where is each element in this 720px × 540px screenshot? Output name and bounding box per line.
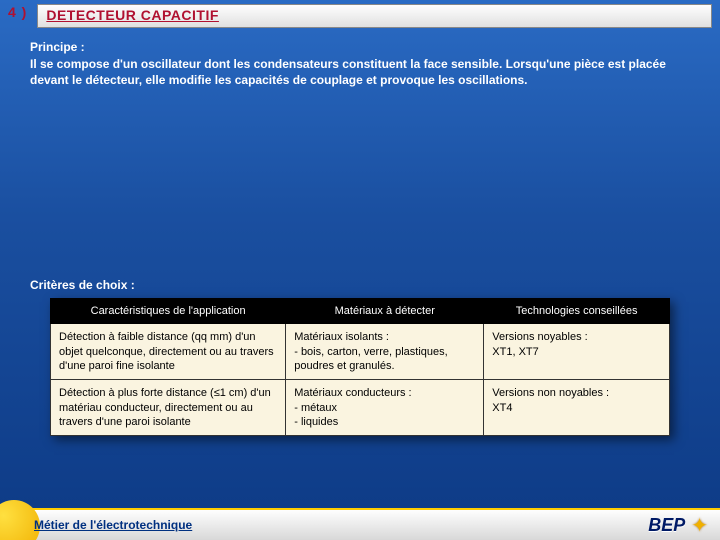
footer-right: BEP ✦ xyxy=(648,513,708,538)
footer: Métier de l'électrotechnique BEP ✦ xyxy=(0,508,720,540)
cell-0-1: Matériaux isolants :- bois, carton, verr… xyxy=(286,324,484,380)
title-bar: DETECTEUR CAPACITIF xyxy=(37,4,712,28)
footer-bep-label: BEP xyxy=(648,515,685,536)
title-row: 4 ) DETECTEUR CAPACITIF xyxy=(0,0,720,28)
criteria-table-wrap: Caractéristiques de l'application Matéri… xyxy=(50,298,670,436)
lightbulb-icon: ✦ xyxy=(691,513,708,538)
title-text: DETECTEUR CAPACITIF xyxy=(46,7,219,23)
table-row: Détection à faible distance (qq mm) d'un… xyxy=(51,324,670,380)
principe-text: Il se compose d'un oscillateur dont les … xyxy=(30,56,690,88)
table-header-row: Caractéristiques de l'application Matéri… xyxy=(51,299,670,324)
footer-left-text: Métier de l'électrotechnique xyxy=(34,518,192,532)
col-header-1: Matériaux à détecter xyxy=(286,299,484,324)
cell-0-0: Détection à faible distance (qq mm) d'un… xyxy=(51,324,286,380)
cell-1-1: Matériaux conducteurs :- métaux- liquide… xyxy=(286,380,484,436)
criteria-table: Caractéristiques de l'application Matéri… xyxy=(50,298,670,436)
col-header-0: Caractéristiques de l'application xyxy=(51,299,286,324)
cell-1-0: Détection à plus forte distance (≤1 cm) … xyxy=(51,380,286,436)
table-row: Détection à plus forte distance (≤1 cm) … xyxy=(51,380,670,436)
section-number: 4 ) xyxy=(8,4,37,20)
cell-0-2: Versions noyables :XT1, XT7 xyxy=(484,324,670,380)
criteres-label: Critères de choix : xyxy=(30,278,690,292)
cell-1-2: Versions non noyables :XT4 xyxy=(484,380,670,436)
col-header-2: Technologies conseillées xyxy=(484,299,670,324)
body: Principe : Il se compose d'un oscillateu… xyxy=(0,28,720,436)
principe-label: Principe : xyxy=(30,40,690,54)
slide: 4 ) DETECTEUR CAPACITIF Principe : Il se… xyxy=(0,0,720,540)
